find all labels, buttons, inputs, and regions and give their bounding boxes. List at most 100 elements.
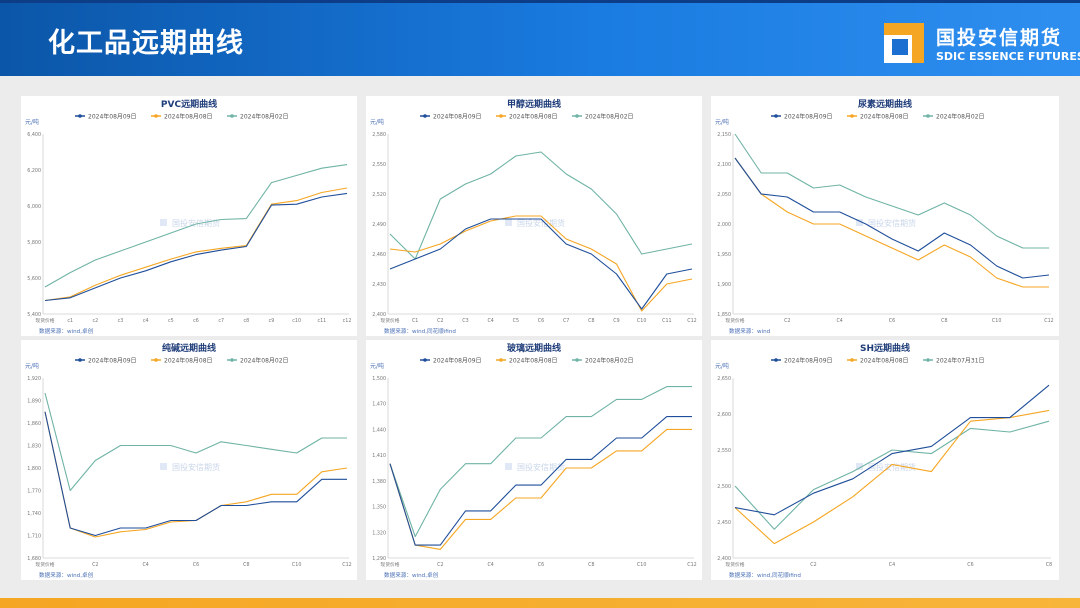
legend-label: 2024年07月31日	[936, 357, 985, 365]
legend-label: 2024年08月09日	[433, 357, 482, 365]
x-tick-label: C8	[941, 318, 947, 324]
chart-panel-methanol: 甲醇远期曲线 2024年08月09日 2024年08月08日 2024年08月02日元…	[366, 96, 702, 336]
chart-panel-urea: 尿素远期曲线 2024年08月09日 2024年08月08日 2024年08月02日元…	[711, 96, 1059, 336]
x-tick-label: c1	[67, 318, 73, 324]
watermark: 国投安信期货	[172, 218, 220, 228]
chart-soda: 纯碱远期曲线 2024年08月09日 2024年08月08日 2024年08月02日元…	[25, 342, 352, 579]
y-tick-label: 5,400	[27, 312, 41, 318]
x-tick-label: C4	[487, 562, 493, 568]
x-tick-label: 现货价格	[35, 317, 54, 324]
legend-marker	[575, 114, 579, 118]
header-bar: 化工品远期曲线 国投安信期货 SDIC ESSENCE FUTURES	[0, 0, 1080, 76]
watermark-logo-icon	[856, 463, 863, 470]
series-line	[389, 218, 693, 310]
watermark-logo-icon	[160, 219, 167, 226]
x-tick-label: C6	[538, 318, 544, 324]
x-tick-label: C2	[437, 562, 443, 568]
y-tick-label: 1,830	[27, 444, 41, 450]
legend-label: 2024年08月09日	[784, 113, 833, 121]
series-line	[44, 187, 348, 302]
x-tick-label: c5	[168, 318, 174, 324]
chart-title: 纯碱远期曲线	[162, 342, 216, 354]
legend-label: 2024年08月02日	[936, 113, 985, 121]
x-tick-label: c11	[317, 318, 326, 324]
y-tick-label: 2,550	[717, 448, 731, 454]
y-tick-label: 1,890	[27, 399, 41, 405]
x-tick-label: C10	[637, 318, 646, 324]
watermark: 国投安信期货	[517, 218, 565, 228]
x-tick-label: c2	[92, 318, 98, 324]
legend-marker	[499, 114, 503, 118]
x-tick-label: 现货价格	[380, 561, 399, 568]
legend-marker	[78, 358, 82, 362]
x-tick-label: C12	[687, 562, 696, 568]
y-tick-label: 1,410	[372, 453, 386, 459]
x-tick-label: C4	[487, 318, 493, 324]
series-line	[44, 164, 348, 288]
watermark: 国投安信期货	[172, 462, 220, 472]
legend-label: 2024年08月09日	[88, 357, 137, 365]
y-tick-label: 2,400	[717, 556, 731, 562]
y-tick-label: 1,380	[372, 479, 386, 485]
x-tick-label: 现货价格	[35, 561, 54, 568]
x-tick-label: C10	[292, 562, 301, 568]
x-tick-label: 现货价格	[725, 317, 744, 324]
watermark-logo-icon	[856, 219, 863, 226]
y-tick-label: 2,150	[717, 132, 731, 138]
x-tick-label: C12	[687, 318, 696, 324]
watermark: 国投安信期货	[868, 218, 916, 228]
x-tick-label: C10	[637, 562, 646, 568]
watermark-logo-icon	[505, 463, 512, 470]
legend-label: 2024年08月08日	[164, 113, 213, 121]
footer-bar	[0, 598, 1080, 608]
page-title: 化工品远期曲线	[48, 28, 244, 59]
chart-urea: 尿素远期曲线 2024年08月09日 2024年08月08日 2024年08月02日元…	[715, 98, 1054, 335]
data-source: 数据来源：wind,同花顺ifind	[384, 327, 456, 335]
x-tick-label: C2	[810, 562, 816, 568]
legend-marker	[230, 358, 234, 362]
x-tick-label: c8	[243, 318, 249, 324]
x-tick-label: c9	[269, 318, 275, 324]
legend-marker	[423, 358, 427, 362]
y-tick-label: 2,100	[717, 162, 731, 168]
legend-label: 2024年08月09日	[88, 113, 137, 121]
x-tick-label: C5	[513, 318, 519, 324]
data-source: 数据来源：wind,同花顺ifind	[729, 571, 801, 579]
y-tick-label: 6,200	[27, 168, 41, 174]
company-logo: 国投安信期货 SDIC ESSENCE FUTURES	[878, 19, 1080, 69]
legend-label: 2024年08月08日	[509, 113, 558, 121]
watermark-logo-icon	[160, 463, 167, 470]
x-tick-label: C12	[1044, 318, 1053, 324]
y-tick-label: 2,550	[372, 162, 386, 168]
legend-marker	[575, 358, 579, 362]
chart-title: 尿素远期曲线	[858, 98, 912, 110]
x-tick-label: C10	[992, 318, 1001, 324]
x-tick-label: C2	[437, 318, 443, 324]
y-unit-label: 元/吨	[370, 362, 384, 370]
x-tick-label: c4	[143, 318, 149, 324]
y-tick-label: 1,850	[717, 312, 731, 318]
y-tick-label: 2,490	[372, 222, 386, 228]
legend-marker	[423, 114, 427, 118]
y-tick-label: 6,000	[27, 204, 41, 210]
series-line	[389, 416, 692, 546]
y-tick-label: 2,520	[372, 192, 386, 198]
y-tick-label: 1,860	[27, 421, 41, 427]
y-tick-label: 1,950	[717, 252, 731, 258]
legend-label: 2024年08月08日	[860, 357, 909, 365]
y-tick-label: 1,290	[372, 556, 386, 562]
x-tick-label: C2	[784, 318, 790, 324]
x-tick-label: C8	[588, 318, 594, 324]
series-line	[734, 133, 1049, 249]
watermark: 国投安信期货	[517, 462, 565, 472]
x-tick-label: c3	[118, 318, 124, 324]
y-tick-label: 1,440	[372, 427, 386, 433]
legend-label: 2024年08月02日	[240, 113, 289, 121]
y-tick-label: 2,430	[372, 282, 386, 288]
watermark: 国投安信期货	[868, 462, 916, 472]
y-unit-label: 元/吨	[715, 362, 729, 370]
y-unit-label: 元/吨	[25, 118, 39, 126]
y-tick-label: 1,900	[717, 282, 731, 288]
data-source: 数据来源：wind,卓创	[39, 327, 94, 335]
y-tick-label: 1,470	[372, 402, 386, 408]
